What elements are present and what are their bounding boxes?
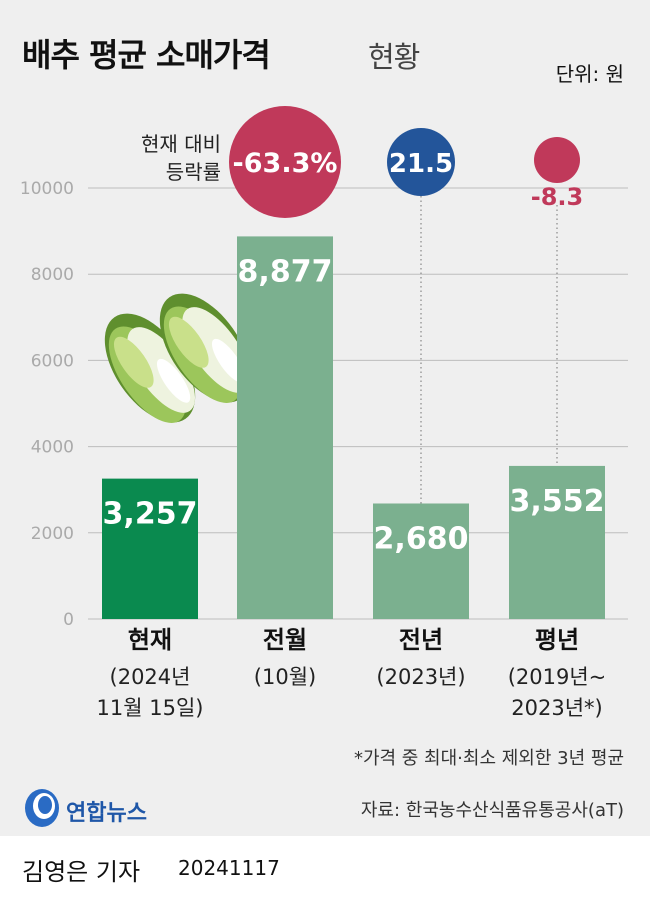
y-tick-label: 2000 (31, 524, 74, 544)
category-sublabel: (2023년) (376, 665, 465, 689)
logo-text: 연합뉴스 (66, 801, 147, 826)
reporter-name: 김영은 기자 (22, 858, 141, 886)
bar-value-label: 3,552 (510, 484, 605, 519)
change-rate-legend: 현재 대비 등락률 (117, 130, 221, 186)
y-tick-label: 4000 (31, 438, 74, 458)
y-tick-label: 8000 (31, 265, 74, 285)
change-rate-circle (534, 137, 580, 183)
footnote: *가격 중 최대·최소 제외한 3년 평균 (353, 748, 624, 769)
unit-label: 단위: 원 (555, 62, 624, 86)
source-label: 자료: 한국농수산식품유통공사(aT) (360, 800, 624, 821)
category-sublabel: (2019년~ (508, 665, 607, 689)
category-sublabel: (10월) (254, 665, 316, 689)
bar (237, 236, 333, 619)
category-sublabel: (2024년 (110, 665, 191, 689)
category-sublabel: 11월 15일) (97, 696, 204, 720)
bar (509, 465, 605, 619)
bar-value-label: 2,680 (374, 521, 469, 556)
change-rate-label: -8.3 (531, 183, 583, 211)
footer (0, 836, 650, 905)
bar (373, 503, 469, 619)
chart-subtitle: 현황 (368, 40, 420, 74)
chart-title: 배추 평균 소매가격 (22, 36, 271, 74)
change-rate-circle (387, 128, 455, 196)
cabbage-icon (104, 313, 196, 423)
yonhap-logo-icon (25, 789, 59, 827)
y-tick-label: 0 (63, 610, 74, 630)
bar-chart: 0 2000 4000 6000 8000 10000 3,257 8,877 2,680 3,5… (20, 106, 628, 720)
bar-value-label: 3,257 (103, 497, 198, 532)
bar-value-label: 8,877 (238, 254, 333, 289)
change-rate-circle (229, 106, 341, 218)
category-label: 전월 (263, 626, 307, 654)
category-label: 평년 (535, 626, 579, 654)
y-tick-label: 6000 (31, 351, 74, 371)
category-label: 현재 (128, 626, 172, 654)
change-rate-legend-text: 현재 대비 등락률 (141, 132, 221, 184)
change-rate-label: 21.5 (389, 149, 453, 179)
y-tick-label: 10000 (20, 179, 74, 199)
cabbage-icon (159, 293, 251, 403)
bar (102, 478, 198, 619)
category-sublabel: 2023년*) (511, 696, 602, 720)
publish-date: 20241117 (178, 856, 280, 880)
change-rate-label: -63.3% (233, 148, 338, 179)
category-label: 전년 (399, 626, 443, 654)
